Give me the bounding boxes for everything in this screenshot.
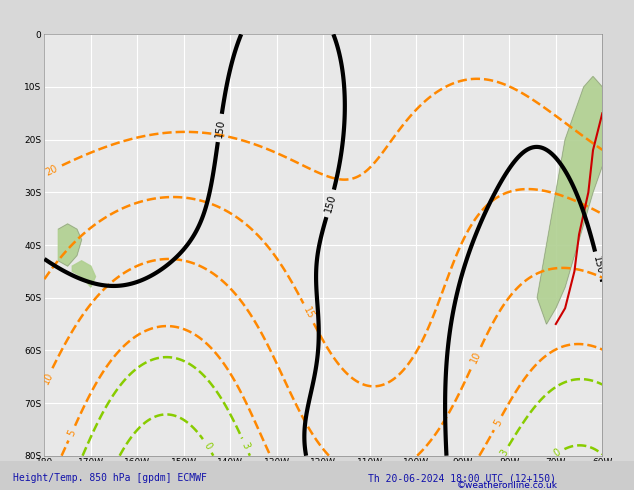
Text: 0: 0 [552, 447, 563, 459]
Text: 0: 0 [202, 441, 213, 451]
Text: 3: 3 [498, 448, 510, 458]
Polygon shape [537, 76, 602, 324]
Text: 10: 10 [469, 349, 483, 365]
Text: 150: 150 [592, 255, 605, 275]
Text: 15: 15 [301, 306, 316, 321]
Polygon shape [58, 224, 82, 266]
Text: 5: 5 [66, 428, 77, 438]
Text: Th 20-06-2024 18:00 UTC (12+150): Th 20-06-2024 18:00 UTC (12+150) [368, 473, 556, 483]
Text: 5: 5 [492, 418, 503, 428]
Text: 150: 150 [214, 118, 226, 138]
Text: 10: 10 [41, 370, 55, 386]
Polygon shape [72, 261, 96, 287]
Text: Height/Temp. 850 hPa [gpdm] ECMWF: Height/Temp. 850 hPa [gpdm] ECMWF [13, 473, 207, 483]
Text: 20: 20 [44, 163, 60, 177]
Text: ©weatheronline.co.uk: ©weatheronline.co.uk [456, 481, 557, 490]
Text: 3: 3 [240, 441, 251, 451]
Text: 150: 150 [323, 193, 337, 214]
